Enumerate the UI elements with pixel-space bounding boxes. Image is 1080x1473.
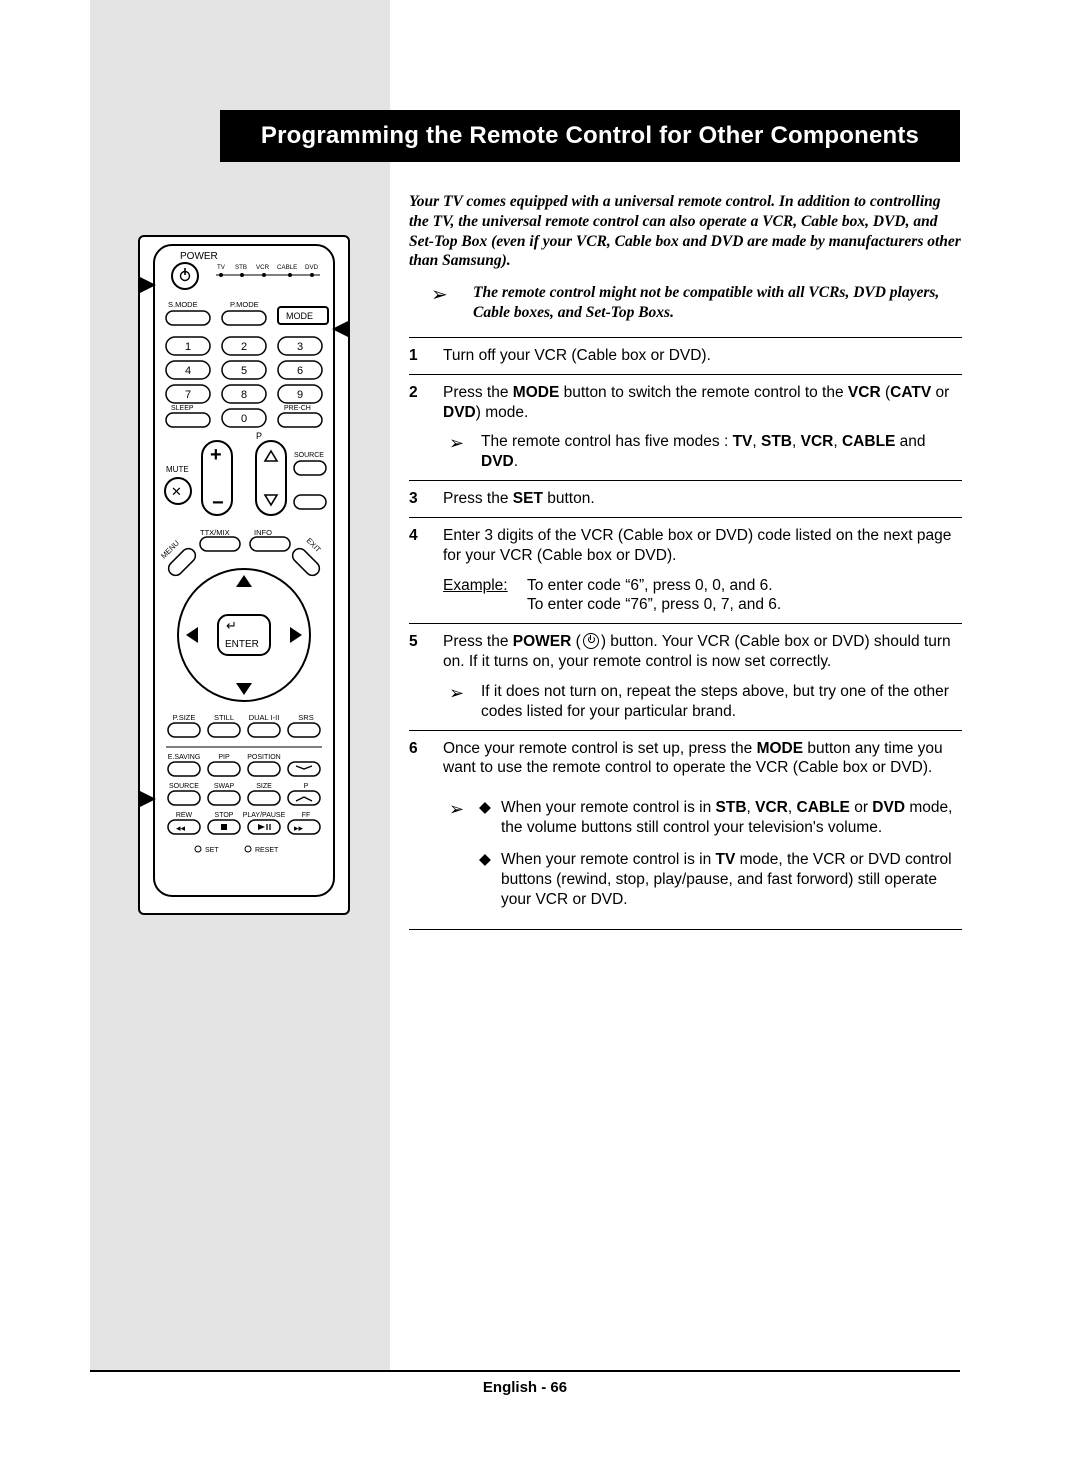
svg-text:DVD: DVD bbox=[305, 264, 319, 271]
svg-text:TTX/MIX: TTX/MIX bbox=[200, 528, 230, 537]
page-title: Programming the Remote Control for Other… bbox=[261, 122, 919, 150]
step-6-bullets: ➢ ◆ When your remote control is in STB, … bbox=[443, 798, 962, 921]
intro-paragraph: Your TV comes equipped with a universal … bbox=[409, 192, 962, 271]
bullet-item: ◆ When your remote control is in TV mode… bbox=[479, 850, 962, 909]
title-bar: Programming the Remote Control for Other… bbox=[220, 110, 960, 162]
step-num: 1 bbox=[409, 337, 443, 374]
svg-text:PIP: PIP bbox=[218, 754, 230, 761]
svg-text:PLAY/PAUSE: PLAY/PAUSE bbox=[243, 812, 286, 819]
svg-text:✕: ✕ bbox=[171, 484, 182, 499]
svg-text:P.MODE: P.MODE bbox=[230, 300, 259, 309]
svg-text:DUAL I-II: DUAL I-II bbox=[249, 713, 280, 722]
svg-text:SOURCE: SOURCE bbox=[294, 452, 324, 459]
svg-text:STB: STB bbox=[235, 264, 247, 271]
svg-text:4: 4 bbox=[185, 365, 191, 377]
step-num: 6 bbox=[409, 730, 443, 930]
svg-text:8: 8 bbox=[241, 389, 247, 401]
step-2-body: Press the MODE button to switch the remo… bbox=[443, 374, 962, 480]
step-5-note: ➢ If it does not turn on, repeat the ste… bbox=[443, 682, 962, 722]
svg-text:STOP: STOP bbox=[215, 812, 234, 819]
content-column: Your TV comes equipped with a universal … bbox=[409, 192, 962, 930]
svg-text:SET: SET bbox=[205, 847, 219, 854]
page: Programming the Remote Control for Other… bbox=[0, 0, 1080, 1473]
note-arrow-icon: ➢ bbox=[431, 283, 473, 323]
svg-text:SOURCE: SOURCE bbox=[169, 783, 199, 790]
svg-text:P.SIZE: P.SIZE bbox=[173, 713, 196, 722]
svg-text:POSITION: POSITION bbox=[247, 754, 280, 761]
svg-text:FF: FF bbox=[302, 812, 311, 819]
remote-svg: POWER TV STB VCR CABLE DVD S.MODE P.MODE… bbox=[138, 235, 350, 915]
svg-text:ENTER: ENTER bbox=[225, 639, 259, 650]
svg-text:S.MODE: S.MODE bbox=[168, 300, 198, 309]
svg-text:+: + bbox=[210, 444, 222, 466]
svg-text:SRS: SRS bbox=[298, 713, 313, 722]
example-line: To enter code “76”, press 0, 7, and 6. bbox=[527, 595, 781, 615]
step-num: 3 bbox=[409, 481, 443, 518]
diamond-bullet-icon: ◆ bbox=[479, 798, 501, 838]
step-6-body: Once your remote control is set up, pres… bbox=[443, 730, 962, 930]
example-block: Example: To enter code “6”, press 0, 0, … bbox=[443, 576, 962, 616]
svg-text:POWER: POWER bbox=[180, 251, 218, 262]
svg-text:P: P bbox=[256, 431, 262, 441]
svg-text:2: 2 bbox=[241, 341, 247, 353]
svg-text:5: 5 bbox=[241, 365, 247, 377]
svg-text:◂◂: ◂◂ bbox=[176, 823, 186, 833]
svg-text:3: 3 bbox=[297, 341, 303, 353]
svg-text:MUTE: MUTE bbox=[166, 465, 189, 474]
top-note-text: The remote control might not be compatib… bbox=[473, 283, 962, 323]
example-label: Example: bbox=[443, 576, 527, 616]
svg-text:VCR: VCR bbox=[256, 264, 270, 271]
step-3-body: Press the SET button. bbox=[443, 481, 962, 518]
note-arrow-icon: ➢ bbox=[443, 682, 481, 722]
step-2-note: ➢ The remote control has five modes : TV… bbox=[443, 432, 962, 472]
remote-illustration: POWER TV STB VCR CABLE DVD S.MODE P.MODE… bbox=[138, 235, 350, 915]
note-arrow-icon: ➢ bbox=[443, 432, 481, 472]
note-arrow-icon: ➢ bbox=[443, 798, 479, 921]
step-5-note-text: If it does not turn on, repeat the steps… bbox=[481, 682, 962, 722]
svg-text:TV: TV bbox=[217, 264, 226, 271]
power-icon bbox=[583, 633, 599, 649]
svg-text:SLEEP: SLEEP bbox=[171, 405, 194, 412]
page-footer: English - 66 bbox=[90, 1370, 960, 1396]
svg-text:REW: REW bbox=[176, 812, 193, 819]
bullet-item: ◆ When your remote control is in STB, VC… bbox=[479, 798, 962, 838]
step-num: 2 bbox=[409, 374, 443, 480]
svg-text:6: 6 bbox=[297, 365, 303, 377]
svg-text:SWAP: SWAP bbox=[214, 783, 235, 790]
step-4-body: Enter 3 digits of the VCR (Cable box or … bbox=[443, 517, 962, 623]
svg-text:9: 9 bbox=[297, 389, 303, 401]
step-1-body: Turn off your VCR (Cable box or DVD). bbox=[443, 337, 962, 374]
svg-text:P: P bbox=[304, 783, 309, 790]
svg-text:7: 7 bbox=[185, 389, 191, 401]
diamond-bullet-icon: ◆ bbox=[479, 850, 501, 909]
top-note: ➢ The remote control might not be compat… bbox=[431, 283, 962, 323]
example-line: To enter code “6”, press 0, 0, and 6. bbox=[527, 576, 781, 596]
svg-text:CABLE: CABLE bbox=[277, 264, 297, 271]
svg-text:SIZE: SIZE bbox=[256, 783, 272, 790]
svg-text:0: 0 bbox=[241, 413, 247, 425]
svg-text:INFO: INFO bbox=[254, 528, 272, 537]
svg-text:MODE: MODE bbox=[286, 311, 313, 321]
svg-text:▸▸: ▸▸ bbox=[294, 823, 304, 833]
svg-text:↵: ↵ bbox=[226, 618, 237, 633]
step-num: 4 bbox=[409, 517, 443, 623]
svg-text:E.SAVING: E.SAVING bbox=[168, 754, 201, 761]
svg-text:1: 1 bbox=[185, 341, 191, 353]
step-num: 5 bbox=[409, 624, 443, 730]
svg-text:RESET: RESET bbox=[255, 847, 279, 854]
steps-table: 1 Turn off your VCR (Cable box or DVD). … bbox=[409, 337, 962, 930]
svg-text:PRE-CH: PRE-CH bbox=[284, 405, 311, 412]
step-5-body: Press the POWER () button. Your VCR (Cab… bbox=[443, 624, 962, 730]
svg-text:STILL: STILL bbox=[214, 713, 234, 722]
svg-text:−: − bbox=[212, 492, 224, 514]
